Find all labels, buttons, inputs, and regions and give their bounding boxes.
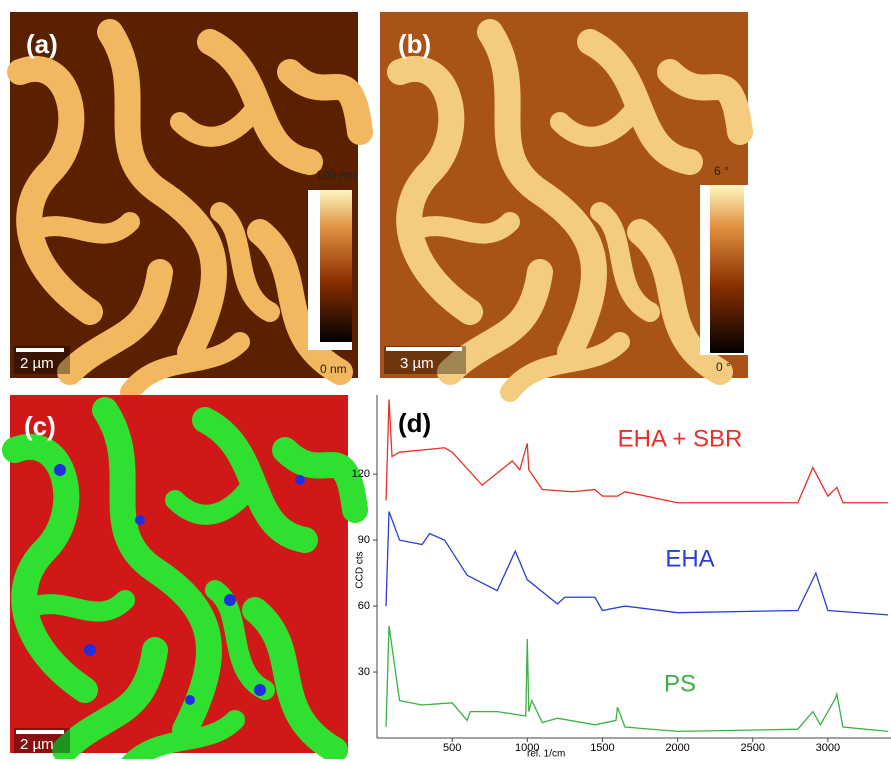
colorbar-min: 0 ° <box>716 360 731 374</box>
x-tick-label: 2500 <box>740 742 764 754</box>
y-tick-label: 90 <box>358 534 370 546</box>
scale-bar-label: 3 µm <box>400 355 434 372</box>
x-tick-label: 3000 <box>816 742 840 754</box>
y-tick-label: 60 <box>358 600 370 612</box>
colorbar-max: 6 ° <box>714 164 729 178</box>
spectra-chart: (d) CCD cts rel. 1/cm 30 60 90 120 500 1000 15… <box>352 395 891 760</box>
y-tick-label: 30 <box>358 666 370 678</box>
spectrum-line <box>385 625 889 733</box>
colorbar-max: 100 nm <box>316 168 356 182</box>
x-tick-label: 1500 <box>590 742 614 754</box>
colorbar-min: 0 nm <box>320 362 347 376</box>
x-tick-label: 1000 <box>515 742 539 754</box>
y-axis-label: CCD cts <box>355 551 366 588</box>
x-axis-label: rel. 1/cm <box>527 749 565 759</box>
series-label: EHA + SBR <box>618 425 743 452</box>
colorbar <box>710 185 744 353</box>
series-label: PS <box>664 670 696 697</box>
series-label: EHA <box>665 545 714 572</box>
panel-a: (a) 2 µm 100 nm 0 nm <box>10 12 360 392</box>
scale-bar-label: 2 µm <box>20 736 54 753</box>
panel-label: (a) <box>26 29 58 59</box>
blue-domains <box>54 464 305 705</box>
scale-bar <box>386 347 462 351</box>
x-tick-label: 500 <box>443 742 461 754</box>
spectrum-line <box>385 511 889 616</box>
x-tick-label: 2000 <box>665 742 689 754</box>
panel-b: (b) 3 µm 6 ° 0 ° <box>380 12 750 392</box>
scale-bar-label: 2 µm <box>20 355 54 372</box>
scale-bar <box>16 348 64 352</box>
scale-bar <box>16 730 64 734</box>
panel-label: (b) <box>398 29 431 59</box>
panel-label: (c) <box>24 411 56 441</box>
colorbar <box>320 190 352 342</box>
y-tick-label: 120 <box>352 468 370 480</box>
panel-c: (c) 2 µm <box>10 395 355 759</box>
spectrum-line <box>385 399 888 504</box>
panel-label: (d) <box>398 408 431 438</box>
